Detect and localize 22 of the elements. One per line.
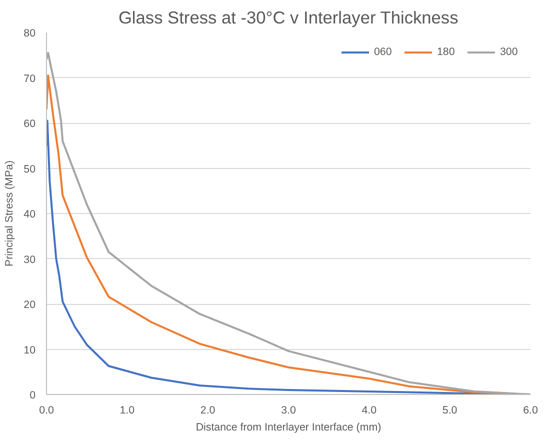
x-tick-label: 3.0 <box>281 404 296 416</box>
y-tick-label: 70 <box>24 72 36 85</box>
legend-label: 180 <box>437 46 456 58</box>
y-tick-label: 40 <box>24 208 36 220</box>
y-tick-label: 20 <box>24 299 36 311</box>
y-tick-label: 50 <box>24 163 36 176</box>
x-axis-title: Distance from Interlayer Interface (mm) <box>196 422 382 434</box>
y-tick-label: 80 <box>24 28 36 40</box>
x-tick-label: 1.0 <box>120 404 135 416</box>
y-tick-label: 10 <box>24 344 36 356</box>
y-tick-label: 60 <box>24 118 36 130</box>
y-tick-label: 30 <box>24 254 36 266</box>
y-tick-label: 0 <box>30 390 36 402</box>
x-tick-label: 5.0 <box>442 404 458 416</box>
y-axis-title: Principal Stress (MPa) <box>4 160 16 266</box>
legend-label: 300 <box>500 46 519 58</box>
x-tick-label: 6.0 <box>523 404 538 416</box>
x-tick-label: 4.0 <box>362 404 377 416</box>
legend-label: 060 <box>374 46 393 58</box>
x-tick-label: 0.0 <box>39 404 54 416</box>
chart-title: Glass Stress at -30°C v Interlayer Thickness <box>118 8 459 28</box>
x-tick-label: 2.0 <box>200 404 216 416</box>
